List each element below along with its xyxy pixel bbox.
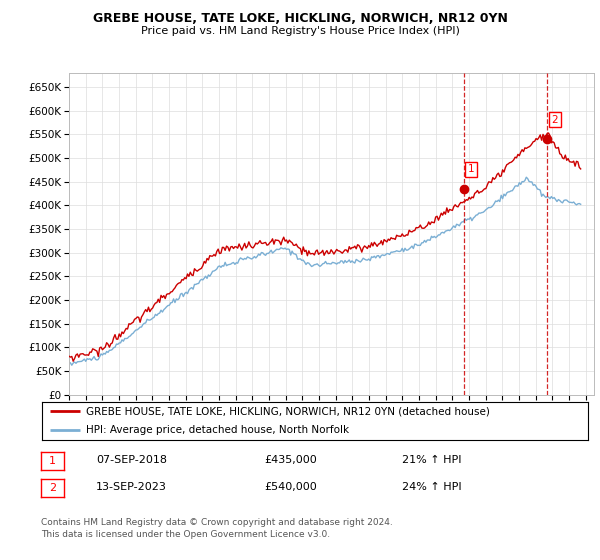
Text: £540,000: £540,000 [264,482,317,492]
Text: 2: 2 [551,115,558,124]
Text: 2: 2 [49,483,56,493]
Text: £435,000: £435,000 [264,455,317,465]
Text: 1: 1 [468,164,475,174]
Text: 1: 1 [49,456,56,466]
Text: 21% ↑ HPI: 21% ↑ HPI [402,455,461,465]
Text: 24% ↑ HPI: 24% ↑ HPI [402,482,461,492]
Text: GREBE HOUSE, TATE LOKE, HICKLING, NORWICH, NR12 0YN: GREBE HOUSE, TATE LOKE, HICKLING, NORWIC… [92,12,508,25]
Text: Price paid vs. HM Land Registry's House Price Index (HPI): Price paid vs. HM Land Registry's House … [140,26,460,36]
Text: HPI: Average price, detached house, North Norfolk: HPI: Average price, detached house, Nort… [86,425,349,435]
Text: 07-SEP-2018: 07-SEP-2018 [96,455,167,465]
Text: 13-SEP-2023: 13-SEP-2023 [96,482,167,492]
Text: GREBE HOUSE, TATE LOKE, HICKLING, NORWICH, NR12 0YN (detached house): GREBE HOUSE, TATE LOKE, HICKLING, NORWIC… [86,406,490,416]
Text: Contains HM Land Registry data © Crown copyright and database right 2024.
This d: Contains HM Land Registry data © Crown c… [41,518,392,539]
